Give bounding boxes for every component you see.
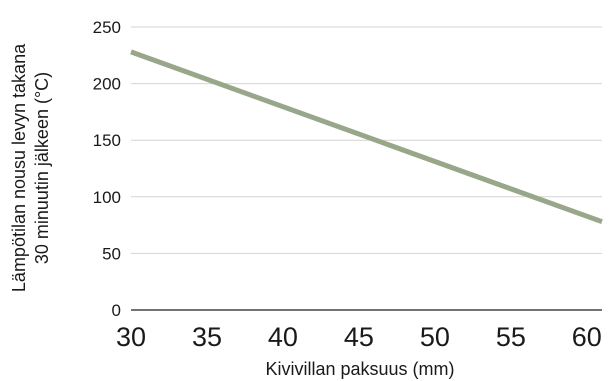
x-tick-label: 30 [116, 322, 146, 352]
y-tick-label: 250 [93, 18, 121, 37]
series-layer [130, 49, 603, 225]
x-axis-label: Kivivillan paksuus (mm) [265, 359, 454, 379]
x-tick-labels: 30 35 40 45 50 55 60 [116, 322, 602, 352]
x-tick-label: 45 [344, 322, 374, 352]
x-tick-label: 60 [572, 322, 602, 352]
y-tick-label: 0 [112, 301, 121, 320]
x-tick-label: 35 [192, 322, 222, 352]
x-tick-label: 40 [268, 322, 298, 352]
y-tick-labels: 0 50 100 150 200 250 [93, 18, 121, 320]
y-axis-label-line-1: Lämpötilan nousu levyn takana [9, 43, 29, 292]
x-tick-label: 55 [496, 322, 526, 352]
grid-lines [131, 26, 602, 311]
y-tick-label: 100 [93, 188, 121, 207]
y-axis-title: Lämpötilan nousu levyn takana 30 minuuti… [9, 43, 52, 292]
series-line [130, 49, 603, 225]
y-axis-label-line-2: 30 minuutin jälkeen (°C) [32, 72, 52, 264]
y-tick-label: 50 [102, 244, 121, 263]
y-tick-label: 200 [93, 75, 121, 94]
y-tick-label: 150 [93, 131, 121, 150]
x-tick-label: 50 [420, 322, 450, 352]
